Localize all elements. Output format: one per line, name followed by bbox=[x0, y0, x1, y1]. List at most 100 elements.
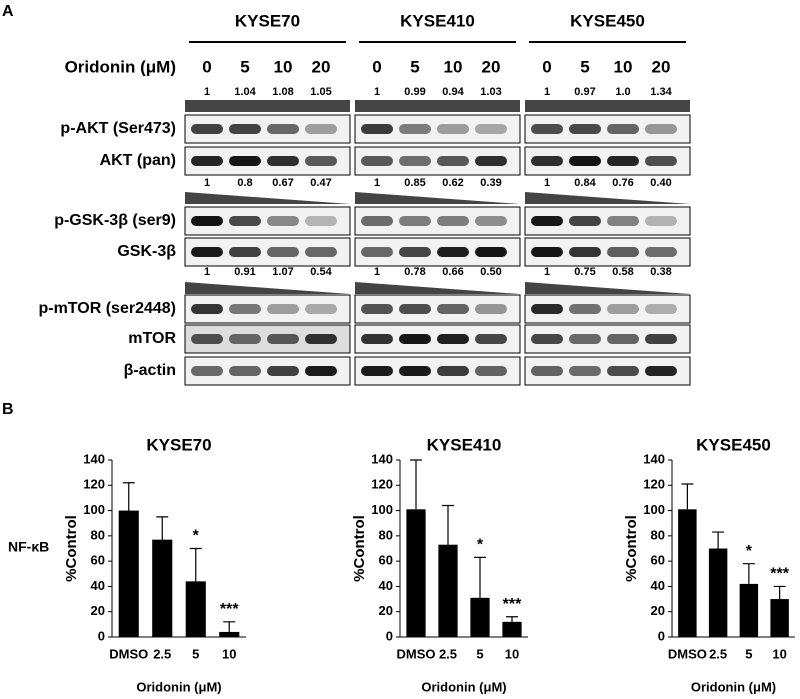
error-bar bbox=[681, 483, 694, 510]
ratio-label: 0.66 bbox=[442, 266, 463, 278]
cell-line: KYSE410 bbox=[400, 11, 475, 30]
dose-label: 5 bbox=[240, 57, 249, 76]
x-tick-label: 5 bbox=[476, 646, 483, 661]
blot-band bbox=[475, 156, 507, 166]
blot-band bbox=[399, 334, 431, 344]
dose-wedge bbox=[525, 282, 690, 294]
bar bbox=[185, 581, 206, 637]
ratio-label: 1.08 bbox=[272, 86, 293, 98]
blot-band bbox=[267, 247, 299, 257]
ratio-label: 1.05 bbox=[310, 86, 331, 98]
bar bbox=[152, 539, 173, 637]
blot-band bbox=[267, 216, 299, 226]
ratio-label: 0.58 bbox=[612, 266, 633, 278]
blot-band bbox=[607, 304, 639, 314]
x-tick-label: 10 bbox=[772, 646, 786, 661]
blot-band bbox=[475, 124, 507, 134]
ratio-label: 1 bbox=[374, 266, 380, 278]
dose-label: 10 bbox=[614, 57, 633, 76]
ratio-label: 0.47 bbox=[310, 177, 331, 189]
ratio-label: 1 bbox=[204, 177, 210, 189]
blot-band bbox=[191, 304, 223, 314]
blot-band bbox=[531, 216, 563, 226]
significance: * bbox=[477, 537, 484, 554]
blot-band bbox=[305, 124, 337, 134]
x-tick-label: 5 bbox=[192, 646, 199, 661]
significance: * bbox=[193, 528, 200, 545]
y-tick-label: 140 bbox=[643, 451, 665, 466]
y-tick-label: 20 bbox=[651, 603, 665, 618]
x-tick-label: 2.5 bbox=[709, 646, 727, 661]
blot-label: GSK-3β bbox=[117, 243, 176, 260]
chart-title: KYSE410 bbox=[427, 435, 502, 454]
blot-band bbox=[399, 216, 431, 226]
blot-band bbox=[191, 247, 223, 257]
blot-band bbox=[645, 304, 677, 314]
blot-band bbox=[229, 216, 261, 226]
x-tick-label: 5 bbox=[745, 646, 752, 661]
y-tick-label: 100 bbox=[371, 502, 393, 517]
ratio-label: 1 bbox=[204, 86, 210, 98]
blot-band bbox=[361, 247, 393, 257]
x-tick-label: 10 bbox=[222, 646, 236, 661]
blot-band bbox=[399, 156, 431, 166]
blot-band bbox=[645, 216, 677, 226]
blot-label: p-GSK-3β (ser9) bbox=[54, 212, 176, 229]
y-tick-label: 0 bbox=[658, 628, 665, 643]
blot-band bbox=[607, 334, 639, 344]
blot-band bbox=[569, 124, 601, 134]
ratio-label: 1 bbox=[544, 266, 550, 278]
x-axis-label: Oridonin (μM) bbox=[421, 679, 506, 694]
blot-band bbox=[229, 366, 261, 376]
y-tick-label: 120 bbox=[371, 477, 393, 492]
ratio-label: 1 bbox=[544, 177, 550, 189]
ratio-label: 0.40 bbox=[650, 177, 671, 189]
blot-band bbox=[437, 216, 469, 226]
x-tick-label: DMSO bbox=[109, 646, 148, 661]
blot-band bbox=[607, 366, 639, 376]
blot-band bbox=[437, 247, 469, 257]
blot-band bbox=[361, 216, 393, 226]
dose-wedge bbox=[355, 282, 520, 294]
blot-band bbox=[361, 304, 393, 314]
blot-band bbox=[569, 247, 601, 257]
error-bar bbox=[410, 459, 422, 510]
blot-band bbox=[437, 334, 469, 344]
blot-band bbox=[229, 334, 261, 344]
ratio-label: 0.84 bbox=[574, 177, 596, 189]
ratio-label: 0.62 bbox=[442, 177, 463, 189]
ratio-label: 0.54 bbox=[310, 266, 332, 278]
ratio-label: 0.91 bbox=[234, 266, 255, 278]
bar bbox=[118, 510, 139, 637]
blot-band bbox=[267, 156, 299, 166]
ratio-label: 1 bbox=[374, 86, 380, 98]
blot-band bbox=[607, 216, 639, 226]
blot-band bbox=[607, 156, 639, 166]
x-axis-label: Oridonin (μM) bbox=[691, 679, 776, 694]
ratio-label: 0.94 bbox=[442, 86, 464, 98]
dose-label: 5 bbox=[410, 57, 419, 76]
significance: * bbox=[746, 543, 753, 560]
ratio-label: 0.8 bbox=[237, 177, 252, 189]
panel-label: B bbox=[2, 401, 14, 418]
dose-label: 10 bbox=[274, 57, 293, 76]
blot-band bbox=[569, 334, 601, 344]
dose-label: 0 bbox=[542, 57, 551, 76]
blot-band bbox=[191, 366, 223, 376]
blot-band bbox=[645, 366, 677, 376]
dose-bar bbox=[355, 100, 520, 112]
blot-band bbox=[475, 334, 507, 344]
error-bar bbox=[773, 585, 786, 600]
blot-band bbox=[437, 156, 469, 166]
blot-band bbox=[607, 247, 639, 257]
x-tick-label: DMSO bbox=[397, 646, 436, 661]
blot-band bbox=[475, 366, 507, 376]
x-axis-label: Oridonin (μM) bbox=[136, 679, 221, 694]
blot-band bbox=[305, 247, 337, 257]
bar bbox=[502, 621, 522, 637]
blot-band bbox=[229, 124, 261, 134]
blot-band bbox=[361, 156, 393, 166]
y-tick-label: 0 bbox=[98, 628, 105, 643]
error-bar bbox=[442, 504, 454, 545]
